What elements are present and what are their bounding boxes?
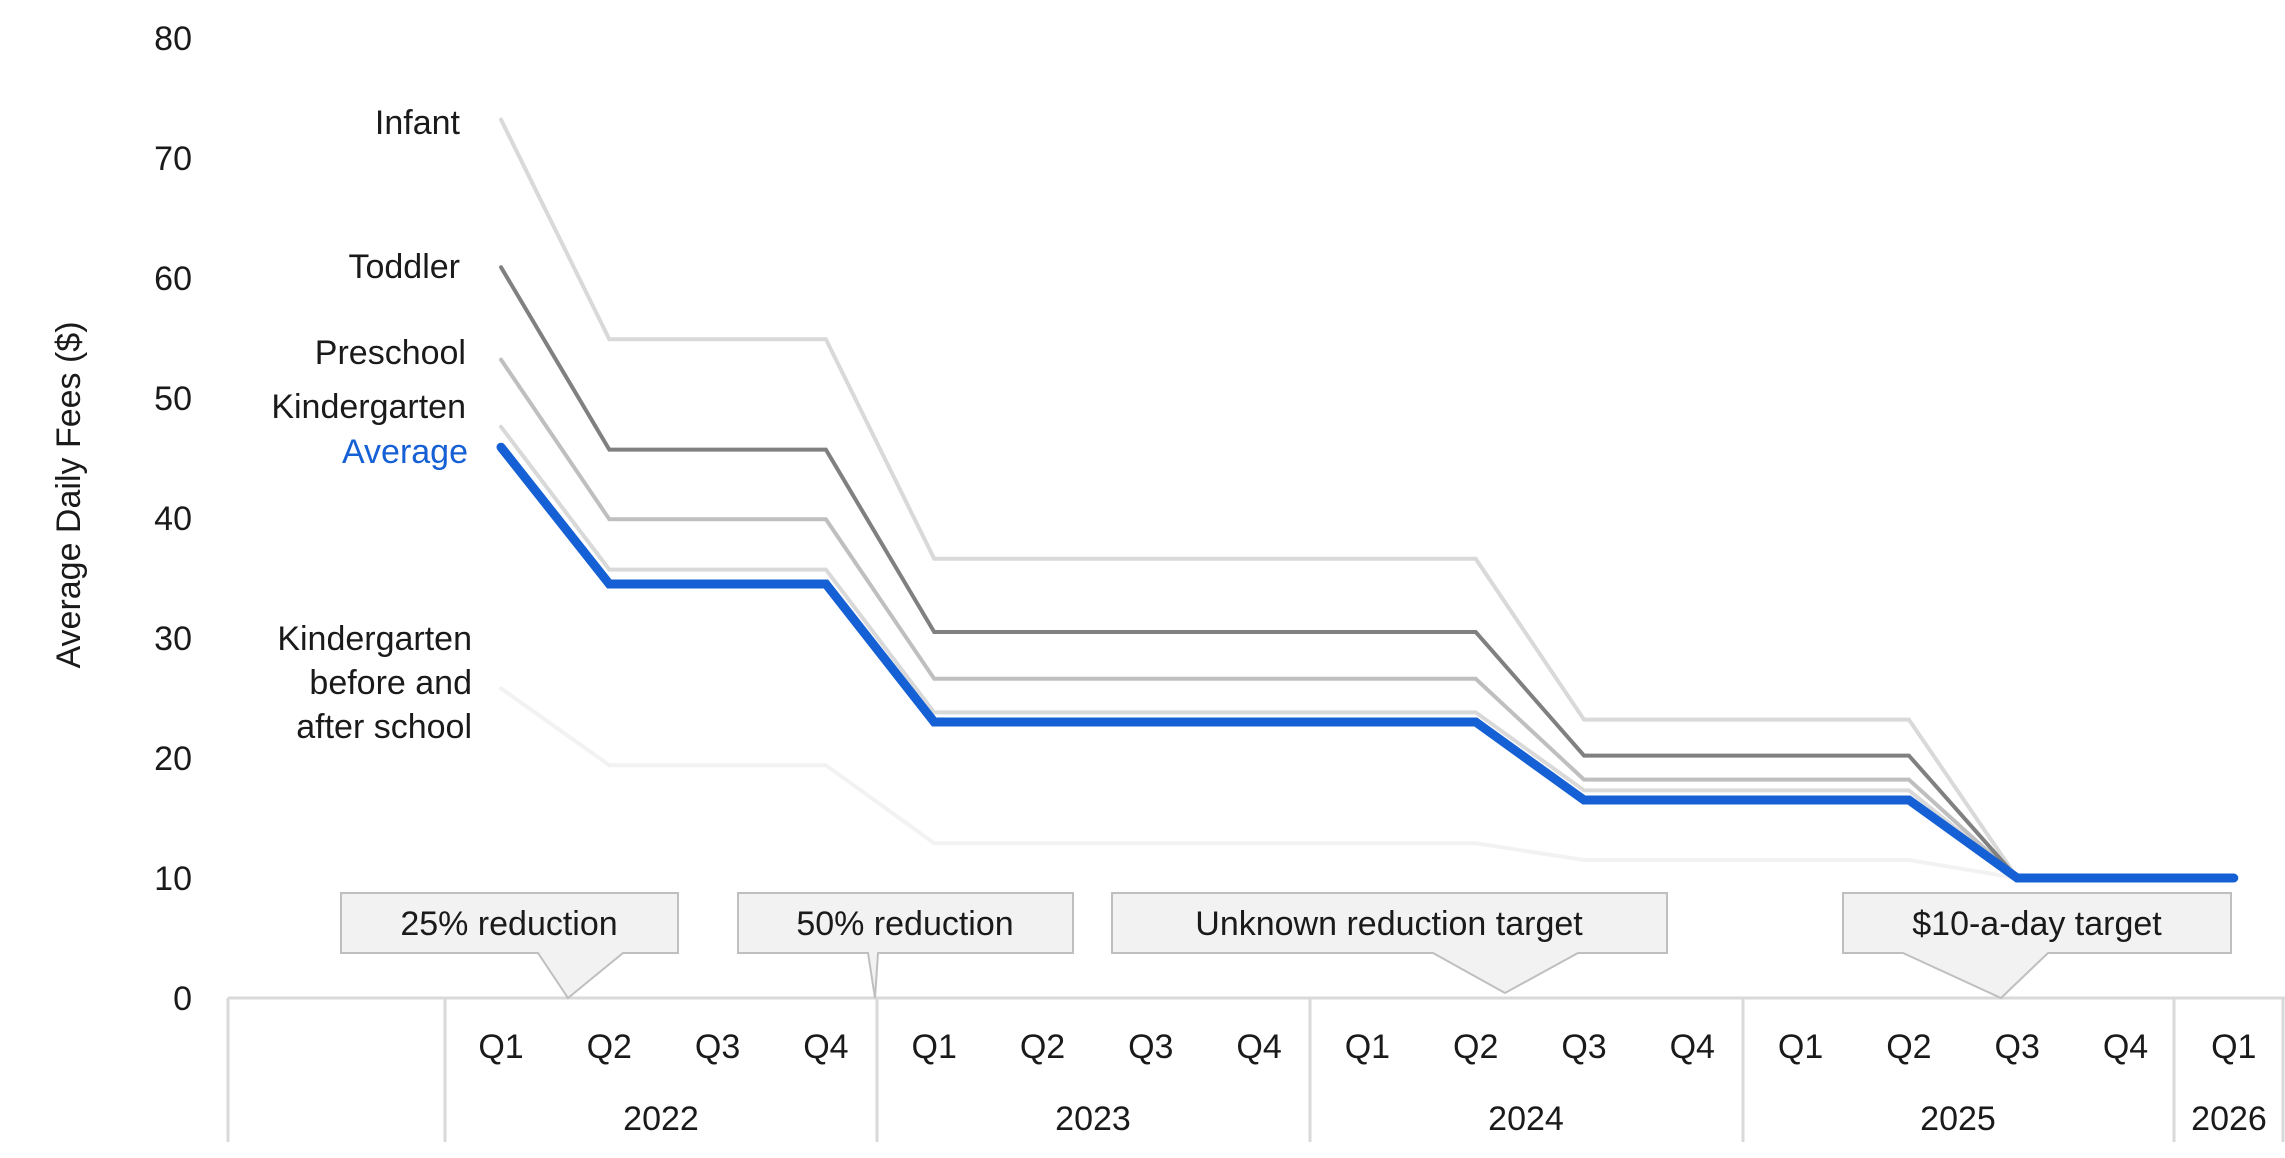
series-label-kba-line2: before and [309,664,472,702]
year-labels: 2022 2023 2024 2025 2026 [623,1100,2267,1138]
quarter-label: Q4 [1670,1028,1715,1066]
y-tick-label: 40 [154,500,192,538]
quarter-label: Q1 [912,1028,957,1066]
quarter-label: Q2 [1453,1028,1498,1066]
quarter-label: Q4 [2103,1028,2148,1066]
quarter-label: Q1 [2211,1028,2256,1066]
quarter-label: Q1 [478,1028,523,1066]
quarter-label: Q4 [1236,1028,1281,1066]
year-label: 2024 [1488,1100,1564,1138]
quarter-label: Q3 [695,1028,740,1066]
y-tick-label: 60 [154,260,192,298]
callout-unknown-text: Unknown reduction target [1195,905,1583,943]
y-tick-label: 30 [154,620,192,658]
quarter-label: Q1 [1778,1028,1823,1066]
quarter-label: Q3 [1561,1028,1606,1066]
series-line-kindergarten-before-and-after-school [499,686,2236,880]
callout-50-shape [737,892,1074,999]
series-line-kindergarten [499,424,2236,880]
quarter-label: Q2 [1886,1028,1931,1066]
y-tick-label: 70 [154,140,192,178]
y-tick-labels: 0 10 20 30 40 50 60 70 80 [154,20,192,1018]
series-label-infant: Infant [375,104,461,142]
quarter-label: Q2 [1020,1028,1065,1066]
series-label-average: Average [342,433,468,471]
year-label: 2026 [2191,1100,2267,1138]
y-tick-label: 50 [154,380,192,418]
quarter-label: Q2 [587,1028,632,1066]
y-tick-label: 10 [154,860,192,898]
callout-10-a-day: $10-a-day target [1842,892,2232,1000]
callout-unknown: Unknown reduction target [1111,892,1668,995]
quarter-label: Q1 [1345,1028,1390,1066]
y-tick-label: 80 [154,20,192,58]
series-labels: Infant Toddler Preschool Kindergarten Av… [271,104,472,746]
quarter-label: Q4 [803,1028,848,1066]
series-lines [496,117,2239,883]
series-line-average [496,442,2239,883]
year-label: 2023 [1055,1100,1131,1138]
callout-50: 50% reduction [737,892,1074,999]
quarter-label: Q3 [1995,1028,2040,1066]
series-line-toddler [499,265,2236,880]
callout-unknown-shape [1111,892,1668,995]
series-label-kba-line1: Kindergarten [277,620,472,658]
series-line-preschool [499,357,2236,880]
series-line-infant [499,117,2236,880]
callout-10-a-day-text: $10-a-day target [1912,905,2162,943]
quarter-label: Q3 [1128,1028,1173,1066]
callout-25: 25% reduction [340,892,679,1000]
quarter-labels: Q1 Q2 Q3 Q4 Q1 Q2 Q3 Q4 Q1 Q2 Q3 Q4 Q1 Q2 Q3 Q4 Q1 [478,1028,2256,1066]
callout-10-a-day-shape [1842,892,2232,1000]
series-label-toddler: Toddler [348,248,460,286]
year-label: 2025 [1920,1100,1996,1138]
callout-50-text: 50% reduction [796,905,1013,943]
series-label-preschool: Preschool [315,334,466,372]
y-tick-label: 0 [173,980,192,1018]
x-axis-frame [226,996,2285,1142]
callout-25-shape [340,892,679,1000]
y-tick-label: 20 [154,740,192,778]
series-label-kba-line3: after school [296,708,472,746]
y-axis-title: Average Daily Fees ($) [50,321,88,668]
series-label-kindergarten: Kindergarten [271,388,466,426]
callout-25-text: 25% reduction [400,905,617,943]
year-label: 2022 [623,1100,699,1138]
